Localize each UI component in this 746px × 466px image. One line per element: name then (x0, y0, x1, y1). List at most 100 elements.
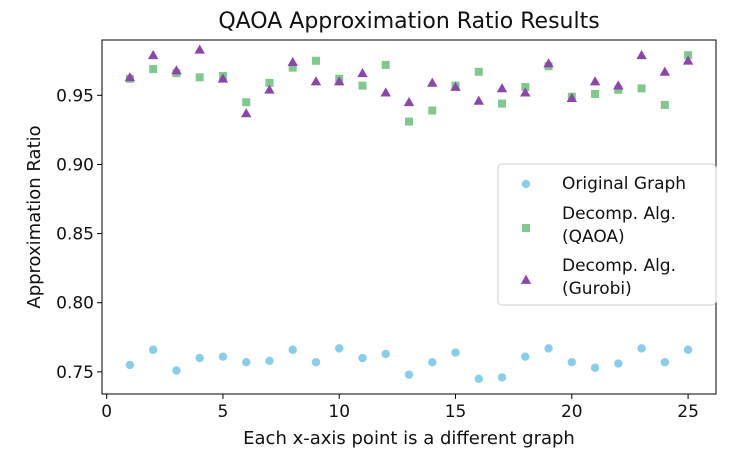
data-point (195, 353, 204, 363)
y-tick-label: 0.95 (56, 86, 94, 106)
data-point (241, 357, 251, 367)
chart-title: QAOA Approximation Ratio Results (218, 9, 599, 34)
data-point (358, 353, 367, 363)
data-point (381, 349, 390, 359)
data-point (264, 84, 275, 94)
data-point (310, 76, 322, 86)
data-point (357, 67, 368, 78)
data-point (614, 359, 623, 368)
legend-label: Original Graph (562, 174, 686, 194)
series-circle (125, 344, 693, 383)
data-point (498, 99, 507, 108)
data-point (660, 357, 670, 367)
data-point (521, 352, 530, 361)
axes: 0 5 10 15 20 25 0.75 0.80 0.85 0.90 0.95 (56, 39, 717, 422)
series-triangle (124, 44, 694, 118)
x-tick-label: 5 (218, 402, 229, 422)
data-point (124, 72, 136, 82)
legend-entry: Decomp. Alg. (Gurobi) (520, 256, 676, 299)
data-point (242, 98, 251, 107)
data-point (381, 60, 390, 69)
x-tick-label: 10 (328, 402, 350, 422)
data-point (496, 83, 508, 93)
data-point (684, 51, 693, 60)
data-point (265, 78, 274, 87)
data-point (613, 80, 624, 90)
legend-marker (521, 179, 531, 189)
x-axis-label: Each x-axis point is a different graph (243, 428, 575, 449)
legend-entry: Original Graph (521, 174, 686, 194)
data-point (404, 370, 414, 379)
data-point (636, 50, 647, 60)
data-point (172, 366, 181, 375)
legend-box (497, 163, 717, 306)
data-point (614, 85, 623, 94)
legend-label: Decomp. Alg. (562, 204, 676, 224)
legend-marker (522, 224, 530, 232)
y-tick-label: 0.75 (56, 363, 94, 383)
data-point (334, 76, 345, 86)
data-point (521, 83, 530, 92)
legend-label: Decomp. Alg. (562, 256, 676, 276)
data-point (403, 97, 415, 107)
data-point (682, 55, 694, 65)
legend-marker (520, 274, 532, 284)
data-point (589, 76, 601, 86)
data-point (497, 373, 507, 382)
data-point (217, 73, 229, 83)
data-point (428, 357, 437, 367)
data-point (380, 87, 391, 97)
data-point (544, 344, 553, 353)
data-point (311, 357, 321, 367)
data-point (474, 67, 483, 76)
data-point (451, 348, 460, 357)
data-point (288, 63, 297, 72)
data-point (450, 81, 461, 91)
data-point (287, 56, 298, 67)
x-tick-label: 20 (561, 402, 583, 422)
data-point (288, 345, 297, 354)
data-point (473, 95, 484, 105)
data-point (567, 357, 577, 367)
data-point (566, 92, 578, 102)
data-point (171, 65, 182, 75)
y-tick-label: 0.85 (56, 225, 94, 245)
data-point (194, 44, 205, 54)
y-tick-label: 0.90 (56, 155, 94, 175)
data-point (637, 84, 646, 93)
data-point (659, 66, 671, 76)
x-tick-label: 25 (677, 402, 699, 422)
legend-entry: Decomp. Alg. (QAOA) (522, 204, 676, 247)
x-tick-label: 15 (445, 402, 467, 422)
series-square (125, 51, 693, 126)
data-point (358, 81, 367, 90)
data-point (591, 89, 600, 98)
data-point (335, 344, 344, 353)
legend-label: (QAOA) (562, 227, 625, 247)
data-point (474, 374, 483, 383)
data-point (147, 50, 159, 60)
data-point (660, 100, 669, 109)
data-point (590, 363, 600, 372)
data-point (520, 87, 531, 97)
data-point (149, 65, 158, 74)
data-point (195, 73, 204, 82)
legend-label: (Gurobi) (562, 279, 632, 299)
data-point (148, 345, 158, 354)
data-point (428, 106, 437, 115)
y-axis-label: Approximation Ratio (24, 125, 45, 308)
data-point (543, 58, 554, 68)
data-point (311, 56, 320, 65)
data-point (265, 356, 274, 366)
data-point (427, 77, 438, 87)
data-point (683, 345, 693, 354)
data-point (637, 344, 646, 353)
data-point (240, 108, 252, 118)
data-point (125, 360, 135, 370)
data-points (124, 44, 694, 383)
data-point (405, 117, 413, 126)
y-tick-label: 0.80 (56, 294, 94, 314)
